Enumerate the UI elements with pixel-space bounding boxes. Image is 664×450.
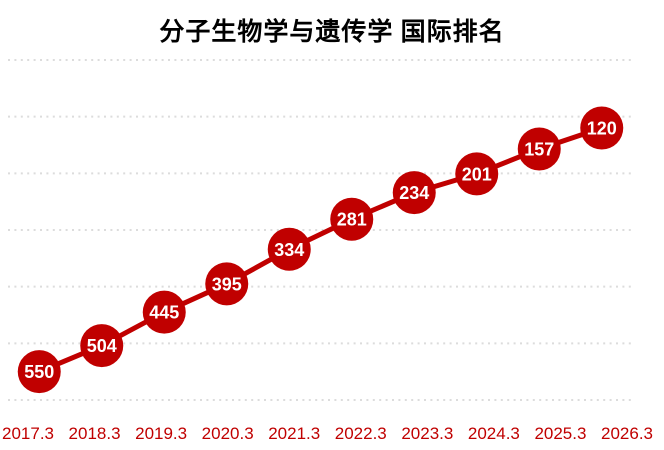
data-point-label: 550 — [24, 362, 54, 382]
x-axis-label: 2024.3 — [468, 424, 520, 443]
data-point-label: 334 — [274, 240, 304, 260]
data-point-label: 504 — [87, 336, 117, 356]
data-point — [392, 171, 436, 215]
x-axis-label: 2025.3 — [534, 424, 586, 443]
chart-title: 分子生物学与遗传学 国际排名 — [159, 19, 505, 46]
x-axis-label: 2026.3 — [601, 424, 653, 443]
data-point — [205, 262, 249, 306]
x-axis-label: 2021.3 — [268, 424, 320, 443]
data-point-label: 120 — [587, 119, 617, 139]
x-axis-label: 2022.3 — [335, 424, 387, 443]
line-series — [36, 125, 605, 375]
data-point — [142, 290, 186, 334]
x-axis-label: 2017.3 — [2, 424, 54, 443]
x-axis-label: 2018.3 — [69, 424, 121, 443]
data-point-label: 201 — [462, 164, 492, 184]
x-axis-label: 2023.3 — [401, 424, 453, 443]
data-point — [580, 106, 624, 150]
data-point — [517, 127, 561, 171]
data-point — [267, 227, 311, 271]
data-point-label: 395 — [212, 274, 242, 294]
data-point-label: 157 — [524, 139, 554, 159]
x-axis-label: 2020.3 — [202, 424, 254, 443]
data-point — [80, 324, 124, 368]
data-point — [17, 350, 61, 394]
data-point-label: 234 — [399, 183, 429, 203]
data-point — [455, 152, 499, 196]
data-point-label: 445 — [149, 303, 179, 323]
x-axis-label: 2019.3 — [135, 424, 187, 443]
data-point-label: 281 — [337, 210, 367, 230]
data-point — [330, 197, 374, 241]
